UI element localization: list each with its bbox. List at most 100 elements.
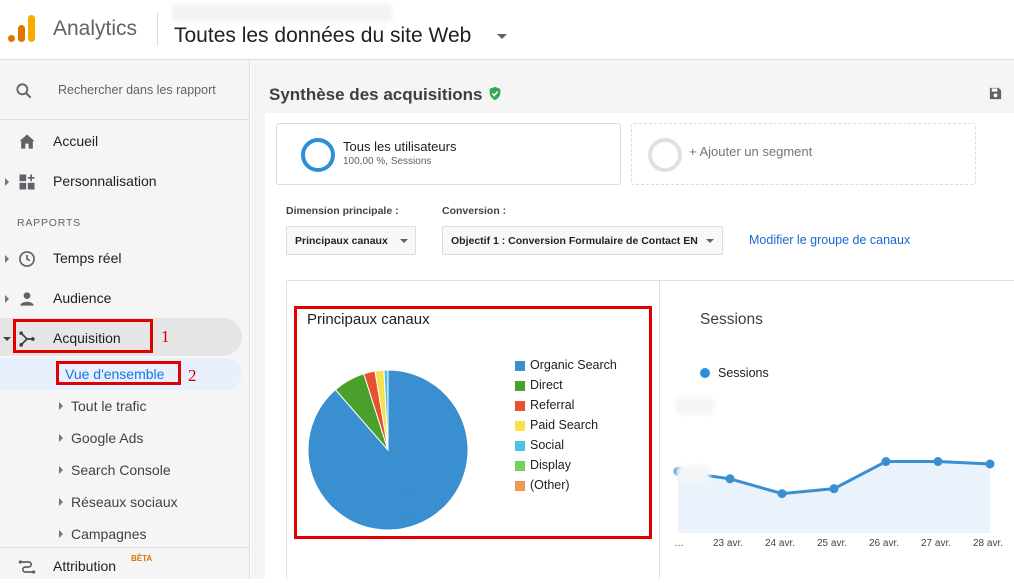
header-divider bbox=[157, 12, 158, 46]
annotation-box-pie bbox=[294, 306, 652, 539]
modify-channel-group-link[interactable]: Modifier le groupe de canaux bbox=[749, 233, 911, 247]
conversion-label: Conversion : bbox=[442, 205, 507, 217]
x-tick-label: 23 avr. bbox=[713, 538, 744, 549]
sidebar-subitem-label: Tout le trafic bbox=[71, 398, 147, 414]
acquisition-fork-icon bbox=[19, 331, 35, 347]
line-chart-title: Sessions bbox=[700, 311, 763, 328]
expand-arrow-icon[interactable] bbox=[59, 434, 63, 442]
data-point[interactable] bbox=[777, 489, 787, 499]
x-tick-label: 25 avr. bbox=[817, 538, 848, 549]
person-icon bbox=[20, 292, 34, 306]
legend-label: Organic Search bbox=[530, 358, 617, 372]
legend-item: Organic Search bbox=[515, 358, 655, 378]
sidebar-item-acquisition[interactable]: Acquisition bbox=[0, 320, 250, 356]
home-icon bbox=[19, 134, 35, 149]
legend-item: Referral bbox=[515, 398, 655, 418]
x-tick-label: 26 avr. bbox=[869, 538, 900, 549]
primary-dimension-label: Dimension principale : bbox=[286, 205, 399, 217]
annotation-box-2 bbox=[56, 361, 181, 385]
acquisition-highlight bbox=[0, 318, 242, 356]
annotation-box-1 bbox=[13, 319, 153, 353]
segment-title: Tous les utilisateurs bbox=[343, 139, 457, 154]
segment-all-users[interactable]: Tous les utilisateurs 100,00 %, Sessions bbox=[276, 123, 621, 185]
legend-label: (Other) bbox=[530, 478, 570, 492]
legend-label: Paid Search bbox=[530, 418, 599, 432]
expand-arrow-icon[interactable] bbox=[5, 255, 9, 263]
data-point[interactable] bbox=[985, 459, 995, 469]
expand-arrow-icon[interactable] bbox=[59, 498, 63, 506]
view-selector[interactable]: Toutes les données du site Web bbox=[174, 24, 472, 47]
chevron-down-icon bbox=[706, 239, 714, 243]
data-point[interactable] bbox=[829, 484, 839, 494]
sidebar-item-home[interactable]: Accueil bbox=[0, 123, 250, 159]
sidebar-subitem-search-console[interactable]: Search Console bbox=[0, 456, 250, 484]
attribution-icon bbox=[18, 560, 36, 574]
segment-ring-icon bbox=[648, 138, 682, 172]
sidebar-subitem-all-traffic[interactable]: Tout le trafic bbox=[0, 392, 250, 420]
panel-divider bbox=[659, 280, 660, 579]
verified-shield-check-icon bbox=[489, 86, 501, 101]
dashboard-plus-icon bbox=[19, 174, 35, 190]
sessions-legend-label: Sessions bbox=[718, 366, 769, 380]
sidebar-item-audience[interactable]: Audience bbox=[0, 280, 250, 316]
conversion-value: Objectif 1 : Conversion Formulaire de Co… bbox=[451, 235, 698, 247]
legend-item: Direct bbox=[515, 378, 655, 398]
data-point[interactable] bbox=[933, 457, 943, 467]
legend-item: (Other) bbox=[515, 478, 655, 498]
legend-swatch bbox=[515, 481, 525, 491]
sidebar-subitem-campaigns[interactable]: Campagnes bbox=[0, 520, 250, 548]
chevron-down-icon[interactable] bbox=[497, 34, 507, 39]
annotation-number-2: 2 bbox=[188, 366, 197, 385]
search-input[interactable]: Rechercher dans les rapport bbox=[58, 83, 216, 97]
redacted-axis-label bbox=[676, 466, 710, 482]
legend-swatch bbox=[515, 361, 525, 371]
add-segment-button[interactable]: + Ajouter un segment bbox=[631, 123, 976, 185]
primary-dimension-select[interactable]: Principaux canaux bbox=[286, 226, 416, 255]
expand-arrow-icon[interactable] bbox=[5, 295, 9, 303]
legend-swatch bbox=[515, 421, 525, 431]
sidebar-subitem-google-ads[interactable]: Google Ads bbox=[0, 424, 250, 452]
sessions-legend-dot bbox=[700, 368, 710, 378]
sidebar-search[interactable]: Rechercher dans les rapport bbox=[0, 60, 250, 120]
sidebar-subitem-label: Réseaux sociaux bbox=[71, 494, 178, 510]
sidebar-item-label: Attribution bbox=[53, 558, 117, 574]
account-name-redacted bbox=[172, 4, 392, 22]
app-name: Analytics bbox=[53, 17, 138, 40]
pie-chart[interactable] bbox=[300, 362, 476, 538]
page-title: Synthèse des acquisitions bbox=[269, 85, 483, 104]
legend-swatch bbox=[515, 381, 525, 391]
sidebar-subitem-overview[interactable]: Vue d'ensemble bbox=[65, 366, 165, 382]
expand-arrow-icon[interactable] bbox=[5, 178, 9, 186]
sidebar-item-label: Audience bbox=[53, 290, 112, 306]
sidebar-subitem-social[interactable]: Réseaux sociaux bbox=[0, 488, 250, 516]
expand-arrow-icon[interactable] bbox=[59, 530, 63, 538]
line-chart[interactable] bbox=[670, 395, 1000, 535]
x-tick-label: 28 avr. bbox=[973, 538, 1004, 549]
legend-label: Display bbox=[530, 458, 571, 472]
save-icon[interactable] bbox=[988, 86, 1003, 101]
x-tick-label: 24 avr. bbox=[765, 538, 796, 549]
pie-slice-social[interactable] bbox=[383, 369, 389, 451]
chevron-down-icon bbox=[400, 239, 408, 243]
data-point[interactable] bbox=[881, 457, 891, 467]
clock-icon bbox=[19, 251, 35, 267]
line-area bbox=[678, 461, 990, 533]
annotation-number-1: 1 bbox=[161, 327, 170, 346]
segment-ring-icon bbox=[301, 138, 335, 172]
expand-arrow-icon[interactable] bbox=[59, 402, 63, 410]
collapse-arrow-icon[interactable] bbox=[3, 337, 11, 341]
legend-swatch bbox=[515, 401, 525, 411]
legend-label: Social bbox=[530, 438, 565, 452]
analytics-logo-icon[interactable] bbox=[8, 15, 36, 45]
redacted-label bbox=[392, 494, 426, 512]
conversion-select[interactable]: Objectif 1 : Conversion Formulaire de Co… bbox=[442, 226, 723, 255]
legend-swatch bbox=[515, 441, 525, 451]
sidebar-item-attribution[interactable]: Attribution bbox=[0, 547, 250, 583]
sidebar-item-realtime[interactable]: Temps réel bbox=[0, 240, 250, 276]
expand-arrow-icon[interactable] bbox=[59, 466, 63, 474]
sidebar-item-label: Accueil bbox=[53, 133, 99, 149]
sidebar-item-customization[interactable]: Personnalisation bbox=[0, 163, 250, 199]
data-point[interactable] bbox=[725, 474, 735, 484]
add-segment-label: + Ajouter un segment bbox=[689, 144, 813, 159]
reports-heading: RAPPORTS bbox=[17, 217, 81, 229]
